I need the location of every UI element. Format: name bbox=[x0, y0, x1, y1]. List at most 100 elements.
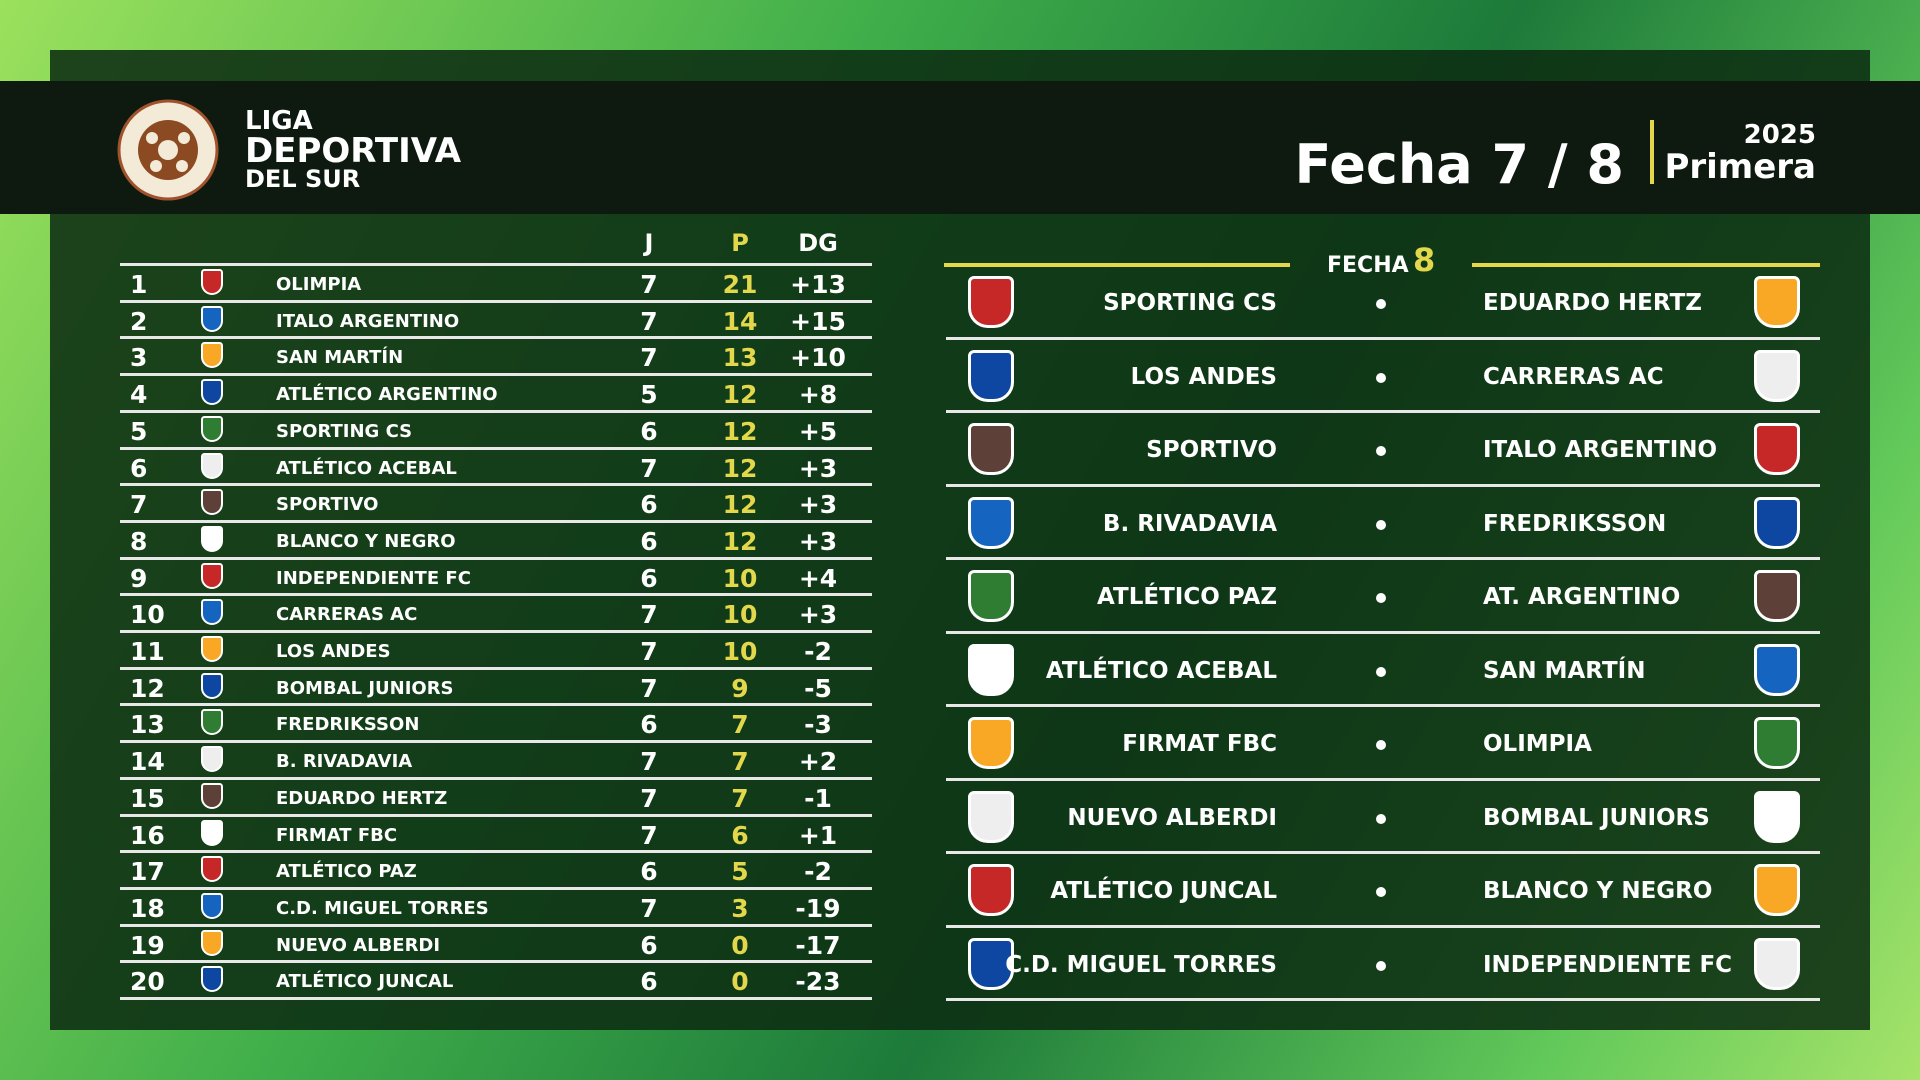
team-badge bbox=[201, 672, 223, 699]
games: 7 bbox=[640, 343, 658, 373]
versus-dot bbox=[1376, 519, 1386, 530]
team-name: SPORTING CS bbox=[276, 420, 413, 442]
row-separator bbox=[946, 483, 1820, 487]
row-separator bbox=[120, 409, 872, 413]
points: 12 bbox=[722, 490, 758, 520]
team-name: OLIMPIA bbox=[276, 274, 362, 295]
row-separator bbox=[120, 666, 872, 670]
points: 21 bbox=[722, 270, 758, 299]
games: 7 bbox=[640, 893, 658, 923]
points: 6 bbox=[731, 820, 749, 850]
team-name: ATLÉTICO ACEBAL bbox=[276, 457, 457, 479]
team-name: SAN MARTÍN bbox=[276, 347, 404, 369]
away-badge bbox=[1754, 643, 1800, 696]
row-separator bbox=[120, 703, 872, 707]
points: 10 bbox=[722, 563, 758, 593]
goal-diff: -19 bbox=[795, 893, 841, 923]
fixture-label: FECHA bbox=[1327, 253, 1409, 278]
team-badge bbox=[201, 636, 223, 662]
games: 6 bbox=[640, 526, 658, 556]
away-team: CARRERAS AC bbox=[1483, 363, 1664, 390]
team-name: ATLÉTICO JUNCAL bbox=[276, 971, 454, 993]
row-separator bbox=[120, 336, 872, 340]
games: 7 bbox=[640, 820, 658, 850]
home-badge bbox=[968, 643, 1014, 696]
team-name: FIRMAT FBC bbox=[276, 824, 398, 846]
versus-dot bbox=[1376, 960, 1386, 971]
round-title: Fecha 7 / 8 bbox=[1294, 133, 1624, 196]
goal-diff: +4 bbox=[798, 563, 838, 593]
column-header: J bbox=[644, 229, 654, 257]
home-badge bbox=[968, 937, 1014, 990]
points: 13 bbox=[722, 343, 758, 373]
goal-diff: -2 bbox=[804, 637, 832, 666]
home-team: SPORTING CS bbox=[1103, 290, 1277, 316]
position: 17 bbox=[130, 857, 165, 887]
points: 3 bbox=[731, 893, 749, 923]
position: 15 bbox=[130, 783, 165, 813]
points: 7 bbox=[731, 783, 749, 813]
home-team: B. RIVADAVIA bbox=[1102, 510, 1277, 537]
away-badge bbox=[1754, 717, 1800, 769]
points: 0 bbox=[731, 967, 749, 997]
home-badge bbox=[968, 570, 1014, 622]
team-badge bbox=[201, 599, 223, 626]
team-badge bbox=[201, 929, 223, 956]
away-team: AT. ARGENTINO bbox=[1483, 584, 1681, 610]
position: 7 bbox=[130, 490, 148, 520]
games: 7 bbox=[640, 747, 658, 777]
goal-diff: -17 bbox=[795, 930, 841, 960]
row-separator bbox=[120, 593, 872, 597]
column-header: DG bbox=[798, 229, 838, 257]
team-name: BOMBAL JUNIORS bbox=[276, 677, 454, 699]
team-badge bbox=[201, 489, 223, 516]
home-team: C.D. MIGUEL TORRES bbox=[1005, 951, 1277, 978]
row-separator bbox=[120, 960, 872, 964]
team-badge bbox=[201, 709, 223, 736]
versus-dot bbox=[1376, 813, 1386, 824]
games: 6 bbox=[640, 967, 658, 997]
position: 11 bbox=[130, 637, 165, 666]
position: 5 bbox=[130, 416, 148, 446]
row-separator bbox=[120, 373, 872, 377]
away-badge bbox=[1754, 570, 1800, 622]
points: 12 bbox=[722, 453, 758, 483]
points: 10 bbox=[722, 637, 758, 666]
fixture-header-line bbox=[944, 263, 1290, 267]
team-badge bbox=[201, 415, 223, 442]
away-team: SAN MARTÍN bbox=[1483, 657, 1646, 684]
row-separator bbox=[120, 556, 872, 560]
away-team: BLANCO Y NEGRO bbox=[1483, 878, 1713, 904]
team-name: ATLÉTICO ARGENTINO bbox=[276, 384, 498, 406]
away-badge bbox=[1754, 937, 1800, 990]
row-separator bbox=[946, 557, 1820, 560]
goal-diff: +3 bbox=[798, 490, 838, 520]
divider bbox=[1650, 120, 1654, 184]
away-badge bbox=[1754, 423, 1800, 475]
team-name: LOS ANDES bbox=[276, 641, 391, 662]
header-band bbox=[0, 81, 1920, 214]
goal-diff: +10 bbox=[790, 343, 846, 373]
home-badge bbox=[968, 496, 1014, 549]
league-logo bbox=[117, 99, 219, 201]
home-team: ATLÉTICO ACEBAL bbox=[1045, 657, 1277, 684]
team-badge bbox=[201, 525, 223, 552]
row-separator bbox=[120, 740, 872, 744]
team-name: BLANCO Y NEGRO bbox=[276, 530, 456, 552]
team-badge bbox=[201, 269, 223, 295]
games: 6 bbox=[640, 710, 658, 740]
team-badge bbox=[201, 892, 223, 919]
away-badge bbox=[1754, 496, 1800, 549]
away-badge bbox=[1754, 864, 1800, 916]
position: 6 bbox=[130, 453, 148, 483]
points: 7 bbox=[731, 747, 749, 777]
league-name: DEL SUR bbox=[245, 165, 361, 193]
row-separator bbox=[120, 630, 872, 633]
games: 5 bbox=[640, 380, 658, 410]
team-badge bbox=[201, 819, 223, 846]
versus-dot bbox=[1376, 593, 1386, 603]
goal-diff: +15 bbox=[790, 306, 846, 336]
row-separator bbox=[120, 850, 872, 854]
home-team: FIRMAT FBC bbox=[1122, 731, 1277, 757]
